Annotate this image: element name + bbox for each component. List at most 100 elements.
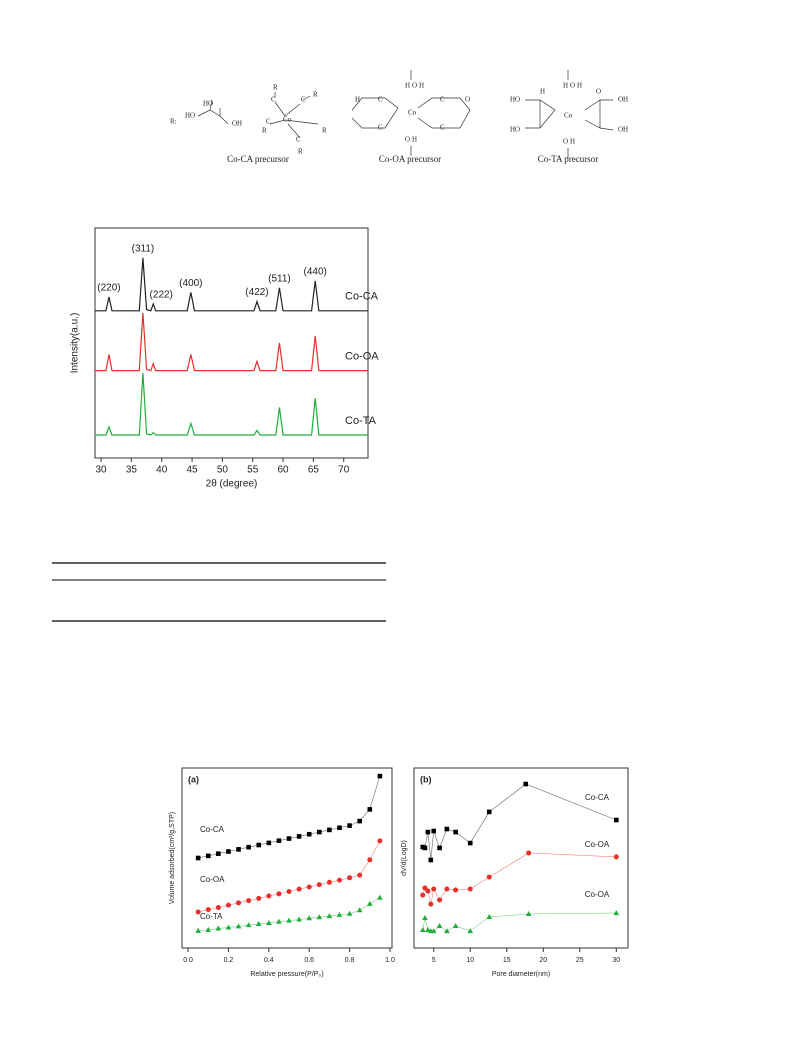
marker [205,907,211,913]
marker [317,829,322,835]
marker [377,894,383,900]
x-tick-label: 0.0 [183,957,193,964]
marker [296,916,302,922]
label: R [262,127,267,135]
plot-frame [413,767,629,949]
label: O [563,138,568,146]
y-axis-label: dV/d(LogD) [401,840,408,876]
marker [347,823,352,828]
marker [266,893,272,899]
label: H [570,138,575,146]
series-label: Co-TA [200,912,223,921]
marker [525,910,532,916]
label: Co [564,112,573,120]
peak-label: (440) [304,267,327,278]
chart-title: (a) [188,774,199,784]
marker [276,891,282,897]
plot-frame [94,227,369,459]
bond [351,70,471,156]
label: HO [185,112,195,120]
label: O [570,82,575,90]
label: C [440,124,445,132]
marker [453,829,458,835]
series-line [95,313,368,372]
x-tick-label: 45 [187,465,199,476]
bond [525,70,614,158]
series-line [422,783,617,861]
peak-label: (220) [97,283,120,294]
label: C [378,96,383,104]
label: OH [618,126,628,134]
x-tick-label: 5 [432,957,436,964]
x-tick-label: 1.0 [385,957,395,964]
peak-label: (222) [150,290,173,301]
caption: Co-TA precursor [538,154,599,164]
marker [422,845,428,851]
marker [431,828,437,834]
label: R [322,127,327,135]
x-tick-label: 30 [612,957,620,964]
marker [467,928,474,934]
marker [266,919,272,925]
marker [419,927,426,932]
marker [286,836,292,841]
marker [613,910,620,916]
marker [437,845,442,851]
marker [296,834,302,839]
x-tick-label: 0.8 [345,957,355,964]
x-tick-label: 65 [308,465,320,476]
marker [326,879,332,885]
x-tick-label: 60 [278,465,290,476]
label: Co [283,116,292,124]
x-tick-label: 55 [247,465,259,476]
marker [306,884,312,890]
marker [347,875,353,881]
label: C [266,118,271,126]
x-tick-label: 0.2 [224,957,234,964]
series-label: Co-OA [200,875,225,884]
x-tick-label: 0.6 [304,957,314,964]
peak-label: (311) [132,244,155,255]
label: HO [203,100,213,108]
bond [197,99,229,125]
marker [452,923,459,929]
label: O [596,88,601,96]
series-label: Co-TA [345,415,377,427]
marker [256,895,262,901]
marker [428,901,434,907]
x-tick-label: 25 [576,957,584,964]
label: O [465,96,470,104]
label: H [540,88,545,96]
marker [236,847,241,852]
marker [256,842,262,848]
label: C [271,96,276,104]
label: O [412,82,417,90]
marker [246,844,251,850]
marker [215,925,222,931]
marker [337,877,342,883]
bond [269,92,319,139]
marker [225,924,232,930]
label: R [298,148,303,156]
marker [276,838,282,844]
marker [276,918,282,924]
marker [436,923,443,929]
chart: 5 10 15 20 25 30 Pore diameter(nm) dV/d(LogD) (b… [401,767,629,978]
marker [246,898,252,904]
marker [226,849,231,854]
marker [425,829,431,835]
marker [286,917,292,923]
marker [195,909,201,915]
chart: 30 35 40 45 50 55 60 65 70 2θ (degree) Intensity(a… [70,227,379,490]
marker [195,855,201,861]
peak-label: (422) [245,287,268,298]
marker [245,922,252,928]
marker [195,927,201,933]
y-axis-label: Volume adsorbed(cm³/g,STP) [169,812,176,904]
label: H [405,82,410,90]
label: H [563,82,568,90]
x-axis-label: Pore diameter(nm) [492,971,550,978]
marker [336,911,343,917]
marker [422,914,428,920]
